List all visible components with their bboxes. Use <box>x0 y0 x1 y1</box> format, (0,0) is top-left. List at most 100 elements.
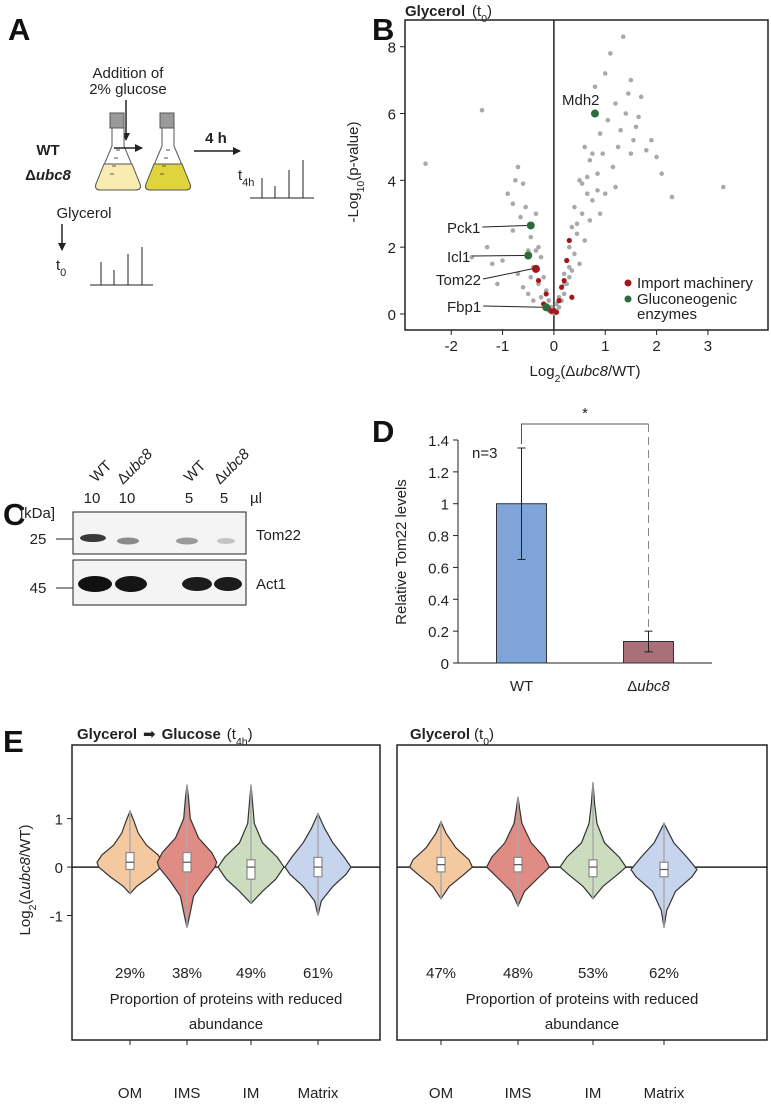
text-part: Log <box>17 910 34 935</box>
point <box>515 271 521 277</box>
point-label: Fbp1 <box>447 299 481 316</box>
text-part: Glycerol <box>405 3 465 20</box>
flask-liquid <box>95 163 141 191</box>
point <box>566 274 572 280</box>
point-label: Tom22 <box>436 272 481 289</box>
y-tick-label: 1.2 <box>428 465 449 482</box>
y-tick-label: 0 <box>441 656 449 673</box>
band <box>80 534 106 542</box>
point <box>546 298 552 303</box>
text-part: Glycerol <box>77 726 137 743</box>
point <box>610 164 616 170</box>
point <box>587 218 593 223</box>
text-part: -Log <box>345 192 362 222</box>
chart-title: Glycerol (t0) <box>405 3 492 25</box>
x-tick-label: IMS <box>505 1085 532 1102</box>
x-tick-label: IMS <box>174 1085 201 1102</box>
point <box>584 191 590 197</box>
y-tick-label: 0.6 <box>428 560 449 577</box>
point <box>479 107 485 113</box>
point <box>515 164 521 170</box>
y-tick-label: 1 <box>55 812 63 829</box>
band <box>78 576 112 592</box>
box <box>125 851 135 871</box>
medium: Glycerol <box>56 205 111 222</box>
point <box>620 34 626 40</box>
text-part: ) <box>489 726 494 743</box>
point <box>510 201 516 207</box>
point <box>595 188 600 193</box>
legend-marker <box>624 279 632 287</box>
point <box>484 244 490 250</box>
value-label: 48% <box>503 965 533 982</box>
point <box>613 101 618 106</box>
text-part: (t <box>472 3 482 20</box>
y-tick-label: 8 <box>388 40 396 57</box>
point <box>543 291 549 297</box>
x-tick-label: WT <box>510 678 533 695</box>
time-point: t0 <box>56 257 66 279</box>
point <box>626 91 631 96</box>
y-tick-label: 0.2 <box>428 624 449 641</box>
x-tick-label: 1 <box>601 338 609 355</box>
point <box>579 181 585 186</box>
chart-title: Glycerol ➡ Glucose (t4h) <box>77 726 253 748</box>
point <box>613 184 618 190</box>
point <box>628 77 634 83</box>
panel-label: C <box>3 497 25 532</box>
x-tick-label: -1 <box>496 338 509 355</box>
text-part: ) <box>248 726 253 743</box>
x-tick-label: IM <box>585 1085 602 1102</box>
point <box>518 214 523 220</box>
point <box>561 277 567 284</box>
point <box>659 171 665 176</box>
x-tick-label: OM <box>429 1085 453 1102</box>
point <box>605 117 611 123</box>
point <box>528 274 534 280</box>
volume: 10 <box>119 490 136 507</box>
lane-label: WT <box>181 457 210 486</box>
point <box>495 281 500 287</box>
point <box>564 257 570 264</box>
note: Proportion of proteins with reduced <box>110 991 343 1008</box>
point <box>590 151 595 156</box>
point <box>566 237 572 244</box>
x-tick-label: IM <box>243 1085 260 1102</box>
text-part: t <box>238 167 243 184</box>
step-text: 2% glucose <box>89 81 167 98</box>
y-tick-label: 0 <box>55 860 63 877</box>
legend-label: Gluconeogenic enzymes <box>637 291 741 323</box>
leader-line <box>483 305 543 308</box>
band <box>182 577 212 591</box>
text-part: (p-value) <box>345 122 362 181</box>
italic-gene: ubc8 <box>36 167 72 184</box>
note: abundance <box>189 1016 263 1033</box>
point <box>582 144 588 150</box>
significance-bracket <box>521 423 649 444</box>
point <box>608 51 613 56</box>
protein-label: Tom22 <box>256 527 301 544</box>
point <box>538 254 544 260</box>
point <box>590 109 599 118</box>
text-part: (Δubc8/WT) <box>560 363 640 380</box>
leader-line <box>482 224 527 228</box>
point <box>582 238 588 243</box>
point <box>615 144 621 150</box>
point <box>669 194 675 200</box>
point <box>513 178 518 183</box>
lane-label: Δubc8 <box>211 445 254 488</box>
protein-label: Act1 <box>256 576 286 593</box>
point-label: Icl1 <box>447 249 470 266</box>
western-blot: WT Δubc8 WT Δubc8 10 10 5 5 µl [kDa] 25 … <box>20 445 301 606</box>
point <box>600 151 605 156</box>
x-tick-label: Matrix <box>298 1085 339 1102</box>
point <box>577 261 582 267</box>
x-tick-label: Δubc8 <box>627 678 670 695</box>
point <box>531 298 536 303</box>
text-part: t <box>56 257 61 274</box>
y-axis-label: Relative Tom22 levels <box>393 479 410 625</box>
flask-neck <box>159 112 175 129</box>
mw-marker: 45 <box>30 580 47 597</box>
y-tick-label: -1 <box>50 909 63 926</box>
y-tick-label: 0.8 <box>428 529 449 546</box>
